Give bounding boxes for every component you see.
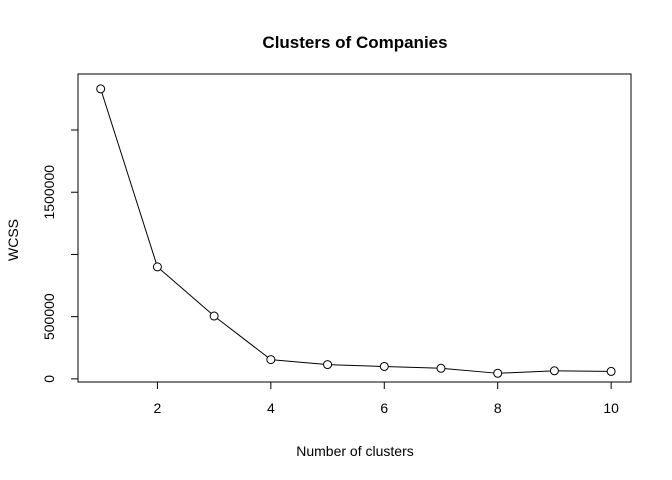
x-tick-label: 6 [380, 400, 388, 416]
y-tick-label: 500000 [41, 293, 57, 340]
y-axis-label: WCSS [5, 219, 21, 261]
data-point [436, 363, 446, 373]
data-point [323, 360, 333, 370]
data-point [606, 366, 616, 376]
x-tick-label: 2 [154, 400, 162, 416]
data-point [266, 355, 276, 365]
y-tick-label: 0 [41, 375, 57, 383]
chart-title: Clusters of Companies [262, 33, 447, 52]
x-axis: 2 4 6 8 10 [154, 382, 619, 416]
data-point [379, 361, 389, 371]
x-tick-label: 4 [267, 400, 275, 416]
plot-frame [77, 73, 632, 383]
x-tick-label: 8 [494, 400, 502, 416]
data-point [96, 84, 106, 94]
data-point [209, 311, 219, 321]
series-line-segment [558, 370, 608, 372]
x-axis-label: Number of clusters [296, 443, 413, 459]
series-line-segment [274, 359, 324, 365]
data-point [493, 368, 503, 378]
series-line-segment [101, 92, 157, 264]
series-line-segment [444, 368, 494, 374]
data-point [549, 366, 559, 376]
data-point [152, 262, 162, 272]
x-tick-label: 10 [603, 400, 619, 416]
series-line-segment [216, 318, 268, 358]
series-line-segment [160, 269, 212, 314]
series-line-segment [331, 364, 381, 367]
series-line-segment [501, 370, 551, 374]
y-axis: 0 500000 1500000 [41, 129, 78, 383]
y-tick-label: 1500000 [41, 165, 57, 220]
series-line-segment [388, 366, 438, 369]
series-layer [96, 84, 616, 378]
